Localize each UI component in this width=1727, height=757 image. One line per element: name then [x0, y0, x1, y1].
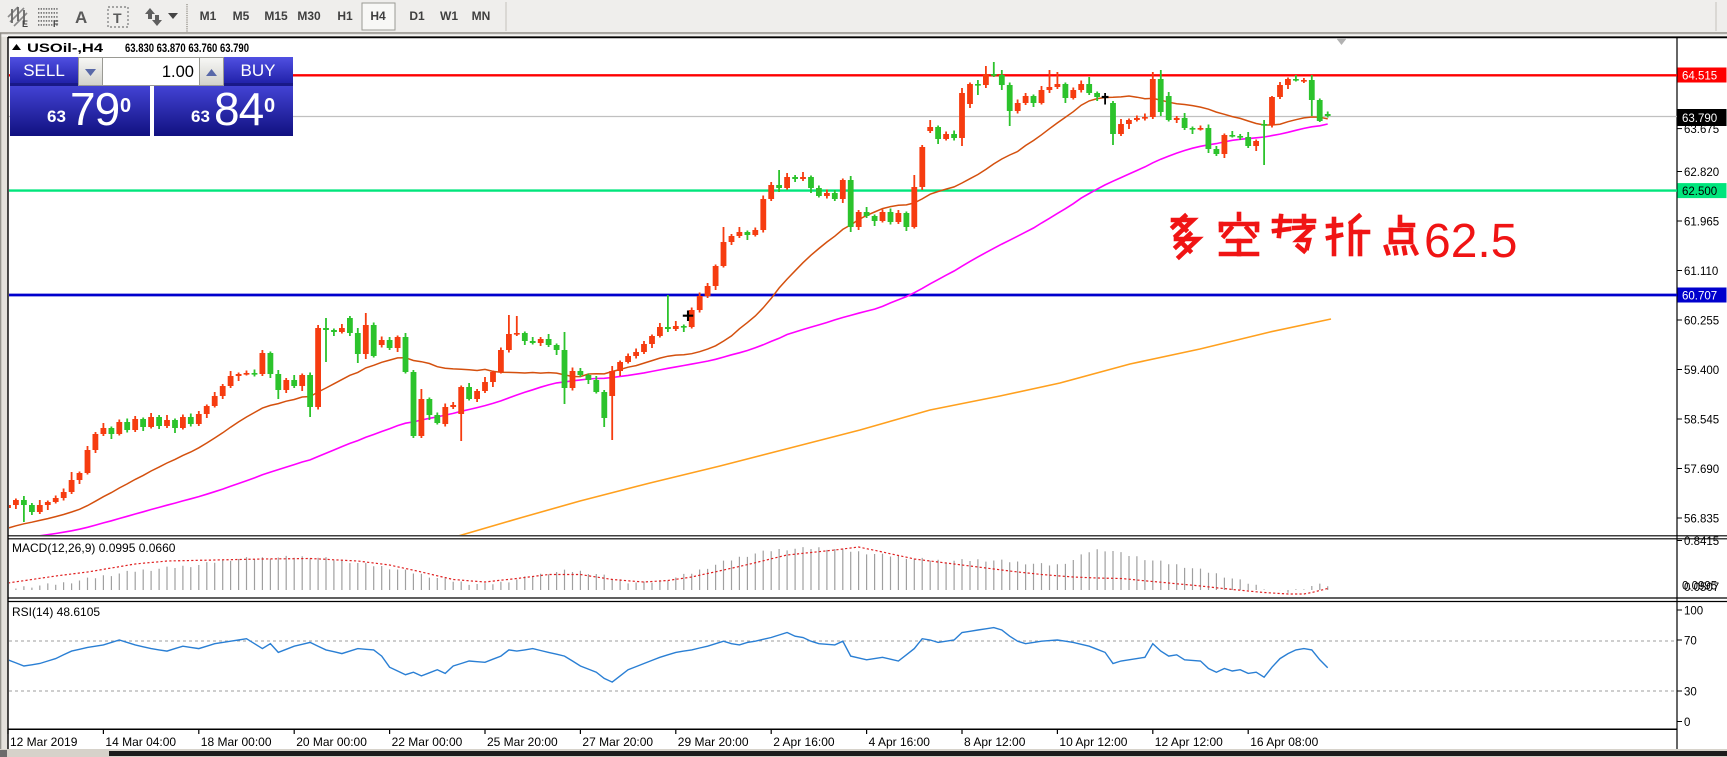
svg-text:2 Apr 16:00: 2 Apr 16:00: [773, 735, 835, 749]
svg-text:14 Mar 04:00: 14 Mar 04:00: [105, 735, 176, 749]
svg-text:F: F: [53, 19, 59, 29]
svg-text:57.690: 57.690: [1684, 464, 1719, 476]
svg-text:63.830 63.870 63.760 63.790: 63.830 63.870 63.760 63.790: [125, 41, 249, 55]
svg-text:12 Apr 12:00: 12 Apr 12:00: [1155, 735, 1223, 749]
svg-text:63.675: 63.675: [1684, 124, 1719, 136]
svg-text:64.515: 64.515: [1682, 71, 1717, 83]
svg-text:22 Mar 00:00: 22 Mar 00:00: [392, 735, 463, 749]
svg-text:30: 30: [1684, 687, 1697, 699]
svg-text:0.0995: 0.0995: [1682, 581, 1717, 593]
svg-text:4 Apr 16:00: 4 Apr 16:00: [869, 735, 931, 749]
svg-text:62.820: 62.820: [1684, 167, 1719, 179]
svg-text:58.545: 58.545: [1684, 415, 1719, 427]
svg-text:100: 100: [1684, 606, 1703, 618]
svg-text:A: A: [75, 8, 87, 27]
svg-text:27 Mar 20:00: 27 Mar 20:00: [582, 735, 653, 749]
svg-text:60.255: 60.255: [1684, 316, 1719, 328]
svg-text:62.500: 62.500: [1682, 186, 1717, 198]
svg-text:12 Mar 2019: 12 Mar 2019: [10, 735, 78, 749]
svg-text:61.965: 61.965: [1684, 217, 1719, 229]
svg-text:MACD(12,26,9) 0.0995 0.0660: MACD(12,26,9) 0.0995 0.0660: [12, 541, 176, 555]
svg-text:25 Mar 20:00: 25 Mar 20:00: [487, 735, 558, 749]
svg-text:8 Apr 12:00: 8 Apr 12:00: [964, 735, 1026, 749]
svg-text:62.5: 62.5: [1424, 215, 1517, 268]
svg-text:63.790: 63.790: [1682, 113, 1717, 125]
svg-text:0.0507: 0.0507: [1684, 582, 1719, 594]
svg-text:61.110: 61.110: [1684, 266, 1718, 278]
svg-text:E: E: [22, 19, 28, 29]
svg-text:0.8415: 0.8415: [1684, 536, 1719, 548]
svg-text:RSI(14) 48.6105: RSI(14) 48.6105: [12, 605, 100, 619]
svg-text:20 Mar 00:00: 20 Mar 00:00: [296, 735, 367, 749]
svg-text:10 Apr 12:00: 10 Apr 12:00: [1059, 735, 1127, 749]
svg-text:60.707: 60.707: [1682, 291, 1717, 303]
svg-text:USOil-,H4: USOil-,H4: [27, 41, 103, 55]
svg-text:18 Mar 00:00: 18 Mar 00:00: [201, 735, 272, 749]
svg-text:29 Mar 20:00: 29 Mar 20:00: [678, 735, 749, 749]
svg-text:59.400: 59.400: [1684, 365, 1719, 377]
svg-text:56.835: 56.835: [1684, 514, 1719, 526]
svg-text:70: 70: [1684, 636, 1697, 648]
svg-text:16 Apr 08:00: 16 Apr 08:00: [1250, 735, 1318, 749]
svg-text:T: T: [113, 10, 122, 26]
svg-text:0: 0: [1684, 717, 1690, 729]
